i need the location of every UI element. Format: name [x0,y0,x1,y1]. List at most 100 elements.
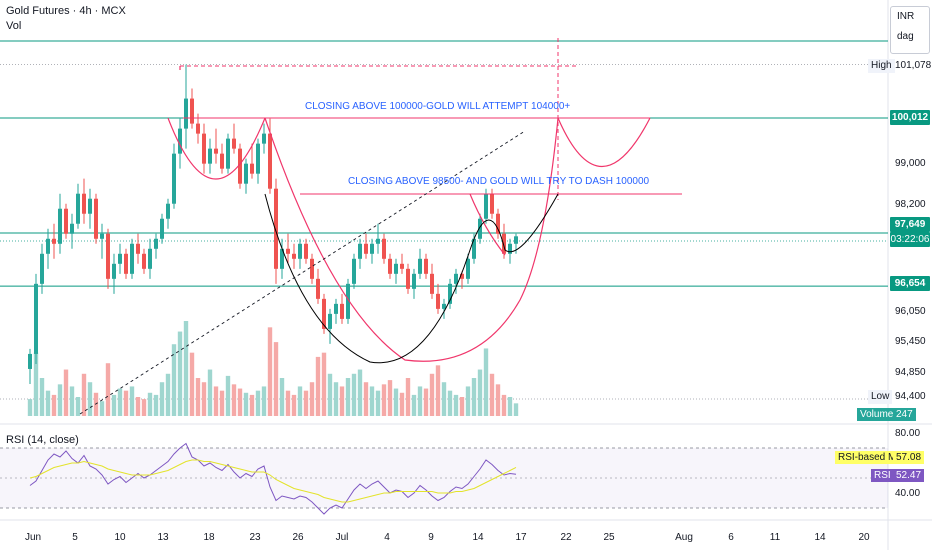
time-tick-label: 22 [560,532,572,543]
rsi-ma-line [29,459,517,503]
candle-body [70,223,74,234]
candle-body [220,153,224,169]
candle-body [418,258,422,274]
annotation-upper[interactable]: CLOSING ABOVE 100000-GOLD WILL ATTEMPT 1… [305,101,571,112]
volume-bar [435,365,441,416]
volume-bar [207,369,213,416]
volume-bar [249,394,255,416]
rsi-tick-40: 40.00 [895,488,921,499]
candle-body [286,248,290,254]
volume-bar [495,384,501,416]
candle-body [472,238,476,259]
candle-body [406,268,410,289]
candle-body [490,193,494,214]
symbol-title[interactable]: Gold Futures · 4h · MCX [6,5,126,17]
price-tick-3: 95,450 [895,336,926,347]
volume-bar [69,386,75,416]
volume-bar [381,384,387,416]
volume-bar [459,397,465,416]
candle-body [304,243,308,259]
volume-bar [171,344,177,416]
volume-bar [447,390,453,416]
volume-bar [453,394,459,416]
volume-bar [477,369,483,416]
rsi-ma-value: 57.08 [893,451,925,464]
candle-body [478,218,482,239]
volume-bar [279,378,285,416]
candle-body [136,243,140,254]
volume-axis-value: 247 [893,408,916,421]
rsi-indicator-label[interactable]: RSI (14, close) [6,434,79,446]
candle-body [460,273,464,279]
low-value: 94,400 [895,391,926,402]
time-tick-label: 5 [72,532,78,543]
volume-bar [423,388,429,416]
volume-bar [321,352,327,416]
time-tick-label: 10 [114,532,126,543]
volume-bar [369,386,375,416]
volume-bar [363,382,369,416]
volume-bar [309,382,315,416]
candle-body [34,283,38,354]
annotation-lower[interactable]: CLOSING ABOVE 98500- AND GOLD WILL TRY T… [348,176,650,187]
high-label: High [868,59,895,73]
candle-body [202,133,206,164]
volume-bar [135,397,141,416]
currency-unit: dag [897,31,914,42]
price-tick-4: 94,850 [895,367,926,378]
volume-bar [111,394,117,416]
trend-dashed-line [79,130,526,415]
volume-bar [87,382,93,416]
rsi-value: 52.47 [893,469,925,482]
volume-bar [33,352,39,416]
volume-bar [201,382,207,416]
volume-bar [237,388,243,416]
candle-body [310,258,314,279]
candle-body [322,298,326,329]
candle-body [142,253,146,269]
candle-body [352,258,356,284]
candle-body [244,163,248,184]
currency-unit-button[interactable]: INR dag [890,6,930,54]
candle-body [430,273,434,294]
candle-body [376,238,380,244]
candle-body [436,293,440,309]
volume-bar [471,378,477,416]
currency-code: INR [897,11,915,22]
volume-bar [483,348,489,416]
candle-body [502,233,506,254]
volume-bar [57,384,63,416]
low-label: Low [868,390,893,404]
volume-bar [393,388,399,416]
volume-bar [441,382,447,416]
volume-bar [153,394,159,416]
time-tick-label: 13 [157,532,169,543]
handle-right-curve [557,117,651,168]
candle-body [196,123,200,134]
volume-bar [297,386,303,416]
volume-bar [417,386,423,416]
candle-body [388,258,392,274]
time-tick-label: 23 [249,532,261,543]
candle-body [346,283,350,319]
volume-bar [225,375,231,416]
candle-body [280,248,284,269]
candle-body [52,238,56,244]
time-tick-label: 25 [603,532,615,543]
volume-bar [147,392,153,416]
handle-left-curve [167,117,266,180]
handle-small-curve [469,193,506,256]
price-tick-0: 99,000 [895,158,926,169]
time-tick-label: 9 [428,532,434,543]
candle-body [262,133,266,144]
candle-body [370,243,374,254]
candle-body [274,188,278,269]
rsi-tick-80: 80.00 [895,428,921,439]
volume-indicator-label[interactable]: Vol [6,20,22,32]
time-tick-label: 20 [858,532,870,543]
volume-bar [75,397,81,416]
candle-body [340,303,344,319]
candle-body [208,148,212,164]
